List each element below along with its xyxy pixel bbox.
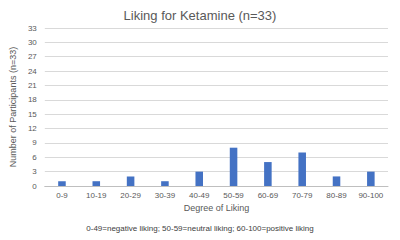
- svg-text:24: 24: [28, 67, 37, 76]
- svg-text:30: 30: [28, 38, 37, 47]
- svg-text:15: 15: [28, 110, 37, 119]
- svg-text:60-69: 60-69: [258, 191, 279, 200]
- svg-text:0-9: 0-9: [56, 191, 68, 200]
- svg-text:6: 6: [32, 153, 37, 162]
- svg-text:30-39: 30-39: [155, 191, 176, 200]
- svg-text:3: 3: [32, 167, 37, 176]
- svg-text:Liking for Ketamine (n=33): Liking for Ketamine (n=33): [124, 8, 277, 23]
- svg-text:Number of Participants (n=33): Number of Participants (n=33): [8, 47, 18, 167]
- svg-text:50-59: 50-59: [223, 191, 244, 200]
- svg-text:80-89: 80-89: [326, 191, 347, 200]
- svg-text:Degree of Liking: Degree of Liking: [184, 203, 250, 213]
- svg-text:18: 18: [28, 95, 37, 104]
- svg-text:0: 0: [32, 182, 37, 191]
- svg-text:21: 21: [28, 81, 37, 90]
- svg-text:12: 12: [28, 124, 37, 133]
- svg-text:20-29: 20-29: [120, 191, 141, 200]
- svg-text:0-49=negative liking; 50-59=ne: 0-49=negative liking; 50-59=neutral liki…: [86, 224, 313, 233]
- svg-text:27: 27: [28, 52, 37, 61]
- svg-text:90-100: 90-100: [358, 191, 383, 200]
- svg-text:70-79: 70-79: [292, 191, 313, 200]
- svg-text:33: 33: [28, 24, 37, 33]
- svg-text:40-49: 40-49: [189, 191, 210, 200]
- svg-text:9: 9: [32, 138, 37, 147]
- svg-text:10-19: 10-19: [86, 191, 107, 200]
